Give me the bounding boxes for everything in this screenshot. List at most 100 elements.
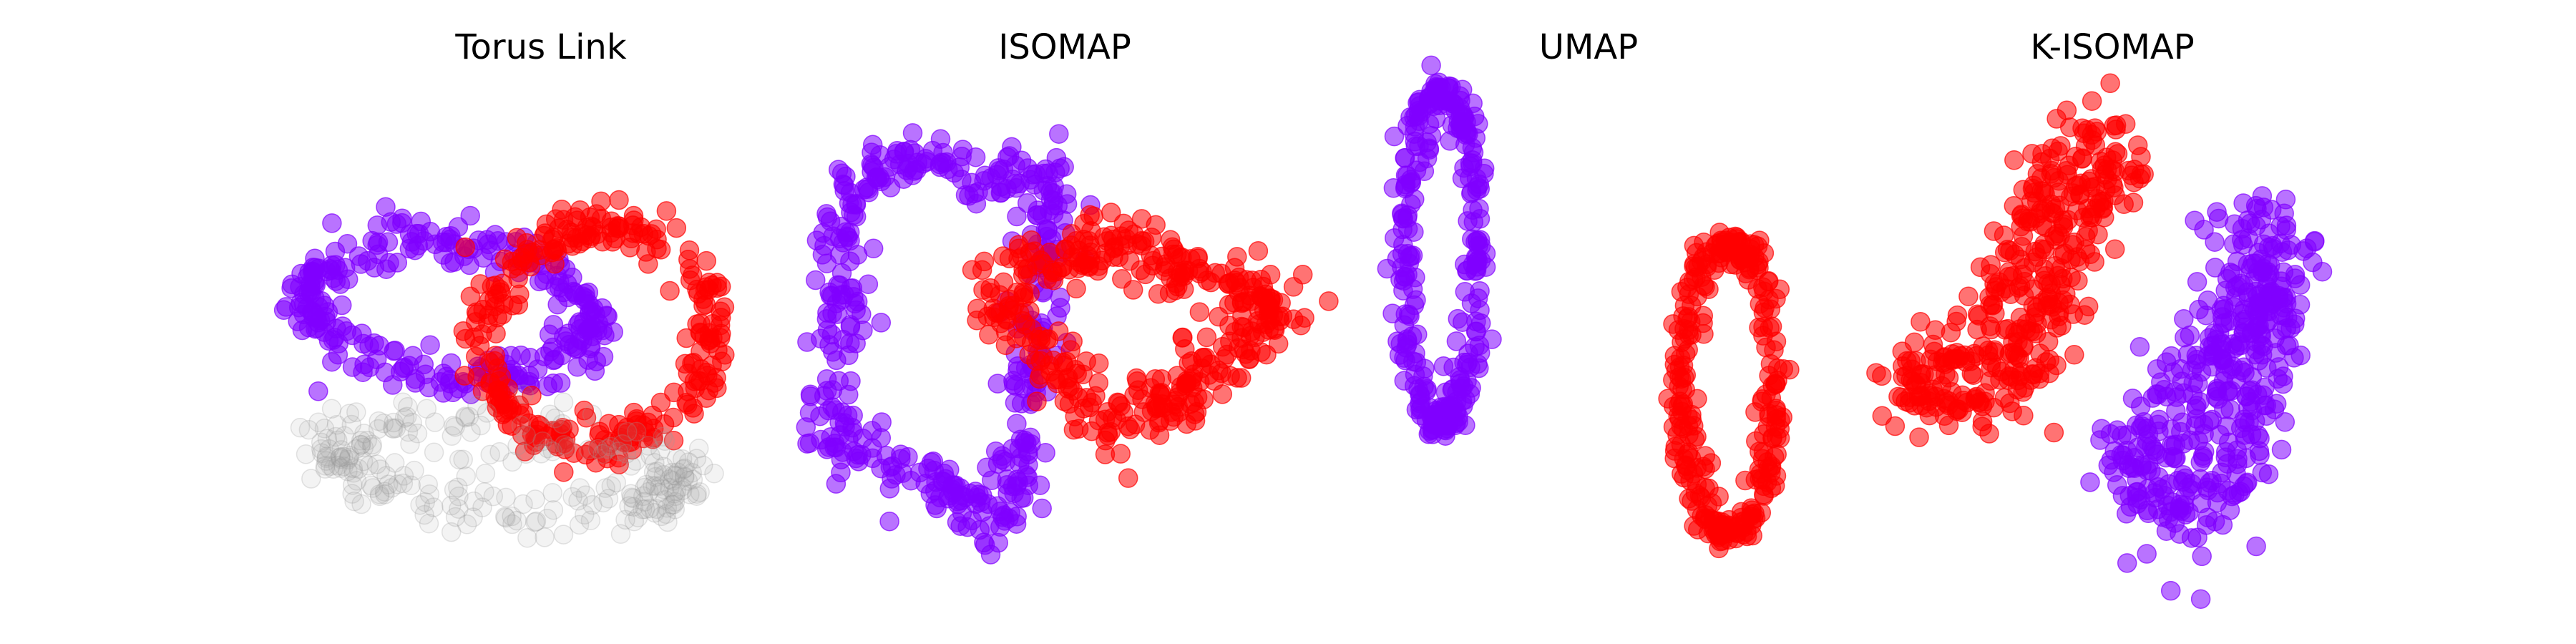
scatter-point (663, 465, 684, 485)
scatter-point (633, 499, 653, 519)
scatter-point (540, 341, 560, 362)
scatter-point (1740, 248, 1760, 268)
scatter-point (2098, 455, 2119, 476)
scatter-point (2232, 230, 2252, 250)
scatter-point (1710, 531, 1730, 552)
scatter-point (839, 384, 859, 405)
panel-title-torus-link: Torus Link (454, 27, 626, 67)
scatter-point (1393, 270, 1414, 291)
scatter-point (302, 261, 323, 282)
scatter-point (1013, 265, 1033, 286)
scatter-point (322, 213, 342, 233)
scatter-point (400, 434, 420, 454)
scatter-point (852, 304, 872, 324)
scatter-point (369, 486, 390, 507)
scatter-point (2058, 210, 2078, 230)
scatter-point (2031, 152, 2052, 172)
scatter-point (475, 464, 496, 484)
scatter-point (424, 497, 444, 517)
scatter-point (2173, 434, 2193, 454)
scatter-point (580, 510, 601, 531)
scatter-point (453, 449, 473, 470)
scatter-point (328, 430, 348, 451)
scatter-point (358, 456, 379, 476)
scatter-point (333, 447, 353, 467)
scatter-point (1054, 391, 1075, 411)
scatter-point (339, 404, 359, 424)
scatter-point (354, 424, 374, 444)
scatter-point (588, 439, 608, 459)
scatter-point (2253, 197, 2274, 218)
scatter-point (665, 492, 686, 512)
scatter-point (1027, 205, 1047, 225)
scatter-point (2271, 439, 2292, 460)
scatter-point (650, 476, 670, 496)
scatter-point (326, 415, 347, 435)
scatter-point (1872, 406, 1893, 426)
scatter-point (2070, 185, 2090, 205)
scatter-point (687, 484, 707, 504)
scatter-point (595, 444, 616, 464)
scatter-point (576, 408, 597, 428)
scatter-point (665, 486, 686, 507)
scatter-point (525, 489, 545, 509)
scatter-point (532, 431, 552, 452)
scatter-point (466, 346, 486, 367)
scatter-point (502, 506, 522, 527)
scatter-point (2088, 224, 2108, 245)
scatter-point (517, 527, 537, 548)
scatter-point (316, 447, 337, 467)
scatter-point (455, 407, 476, 428)
scatter-point (516, 444, 536, 464)
scatter-point (507, 510, 527, 531)
scatter-point (333, 456, 354, 477)
scatter-point (526, 511, 547, 532)
scatter-point (554, 434, 575, 455)
scatter-point (1231, 368, 1252, 388)
scatter-point (1032, 498, 1052, 519)
scatter-point (1073, 255, 1093, 275)
scatter-point (321, 456, 341, 477)
scatter-point (553, 210, 574, 230)
scatter-point (374, 413, 394, 434)
scatter-point (542, 482, 562, 503)
scatter-point (566, 228, 587, 248)
scatter-point (445, 507, 466, 527)
scatter-point (595, 478, 615, 498)
scatter-point (353, 437, 374, 458)
scatter-point (2227, 440, 2248, 460)
scatter-point (357, 431, 377, 451)
scatter-point (2059, 117, 2080, 137)
scatter-point (1447, 382, 1467, 403)
scatter-point (1189, 302, 1210, 322)
scatter-point (370, 459, 391, 479)
plot-area-k-isomap (1866, 73, 2333, 609)
scatter-point (514, 384, 534, 404)
scatter-point (1383, 178, 1404, 198)
scatter-point (361, 475, 381, 496)
scatter-point (474, 482, 494, 502)
scatter-point (2249, 293, 2269, 313)
scatter-point (378, 232, 399, 253)
scatter-point (992, 246, 1013, 266)
scatter-point (1063, 419, 1084, 440)
scatter-point (2132, 416, 2152, 436)
scatter-point (927, 498, 947, 519)
scatter-point (2001, 367, 2022, 387)
scatter-point (1078, 230, 1099, 251)
scatter-point (554, 462, 574, 482)
scatter-point (2205, 512, 2225, 532)
scatter-point (2129, 337, 2150, 357)
scatter-point (2044, 422, 2064, 443)
scatter-point (816, 369, 837, 389)
panel-isomap: ISOMAP (796, 27, 1339, 565)
scatter-point (656, 504, 676, 525)
scatter-point (869, 167, 889, 187)
scatter-point (552, 414, 572, 434)
scatter-point (1007, 414, 1027, 434)
scatter-point (616, 444, 637, 464)
scatter-point (459, 255, 479, 275)
scatter-point (545, 254, 565, 274)
scatter-point (2080, 472, 2100, 492)
scatter-point (2004, 342, 2024, 362)
